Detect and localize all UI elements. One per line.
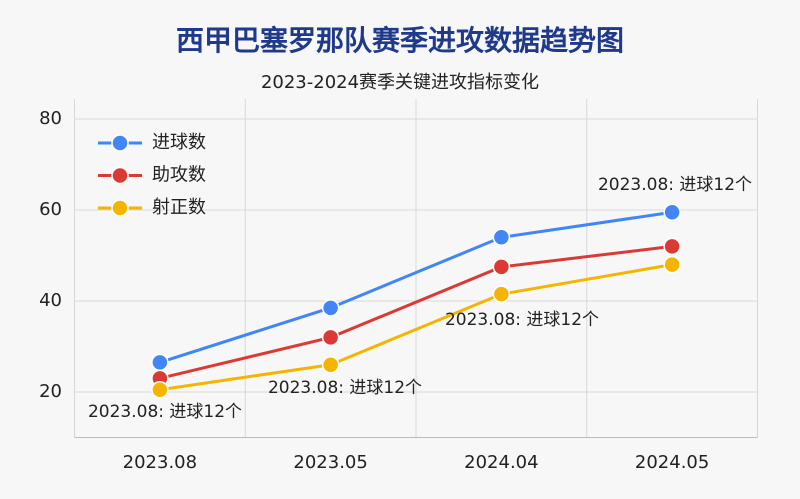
data-point: [321, 355, 340, 374]
annotation: 2023.08: 进球12个: [445, 310, 599, 330]
chart-title: 西甲巴塞罗那队赛季进攻数据趋势图: [176, 24, 624, 57]
series-line: [159, 244, 673, 380]
legend-marker: [111, 166, 129, 185]
x-tick-label: 2023.05: [293, 452, 367, 473]
chart-subtitle: 2023-2024赛季关键进攻指标变化: [261, 72, 539, 93]
legend-label: 进球数: [152, 132, 206, 153]
legend-label: 助攻数: [152, 165, 206, 186]
data-point: [492, 228, 511, 247]
series-line: [159, 210, 673, 364]
x-tick-label: 2023.08: [123, 452, 197, 473]
x-tick-label: 2024.05: [635, 452, 709, 473]
data-point: [663, 255, 681, 274]
y-tick-label: 20: [39, 381, 62, 402]
x-tick-label: 2024.04: [464, 452, 538, 473]
data-point: [151, 380, 169, 399]
data-point: [663, 237, 681, 256]
data-point: [321, 299, 340, 317]
y-tick-label: 60: [39, 199, 62, 220]
annotation: 2023.08: 进球12个: [598, 175, 752, 195]
data-point: [321, 328, 340, 347]
data-point: [663, 203, 681, 222]
data-point: [151, 353, 169, 372]
legend-marker: [111, 134, 129, 152]
annotation: 2023.08: 进球12个: [268, 378, 422, 398]
y-tick-label: 80: [39, 108, 62, 129]
legend-label: 射正数: [152, 197, 206, 218]
legend-marker: [111, 199, 129, 217]
data-point: [492, 258, 511, 276]
data-point: [492, 285, 511, 303]
series-line: [159, 263, 673, 392]
y-tick-label: 40: [39, 290, 62, 311]
annotation: 2023.08: 进球12个: [88, 402, 242, 422]
